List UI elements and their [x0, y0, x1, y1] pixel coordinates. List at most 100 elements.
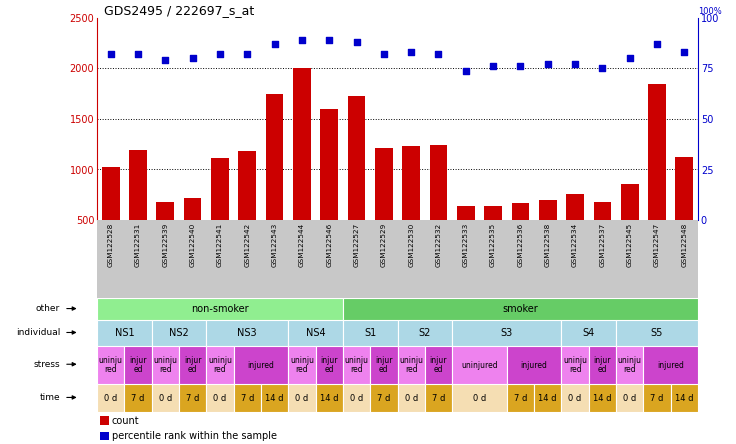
- Text: 0 d: 0 d: [350, 393, 363, 403]
- Bar: [316, 384, 343, 412]
- Text: GSM122541: GSM122541: [217, 222, 223, 266]
- Text: GSM122542: GSM122542: [244, 222, 250, 266]
- Bar: [484, 206, 502, 220]
- Bar: [457, 206, 475, 220]
- Bar: [566, 194, 584, 220]
- Text: non-smoker: non-smoker: [191, 304, 249, 314]
- Point: [679, 49, 690, 56]
- Text: S5: S5: [651, 328, 663, 338]
- Point: [269, 41, 280, 48]
- Point: [350, 39, 362, 46]
- Text: uninju
red: uninju red: [290, 357, 314, 374]
- Bar: [425, 384, 452, 412]
- Bar: [102, 167, 119, 220]
- Text: 100%: 100%: [698, 7, 722, 16]
- Text: injur
ed: injur ed: [184, 357, 202, 374]
- Bar: [643, 384, 670, 412]
- Text: GSM122543: GSM122543: [272, 222, 277, 266]
- Bar: [643, 346, 698, 384]
- Text: 14 d: 14 d: [265, 393, 284, 403]
- Text: 0 d: 0 d: [213, 393, 227, 403]
- Bar: [316, 346, 343, 384]
- Text: GSM122532: GSM122532: [436, 222, 442, 266]
- Bar: [375, 148, 393, 220]
- Bar: [648, 83, 666, 220]
- Text: NS1: NS1: [115, 328, 134, 338]
- Text: NS3: NS3: [238, 328, 257, 338]
- Point: [214, 51, 226, 58]
- Text: uninju
red: uninju red: [153, 357, 177, 374]
- Bar: [589, 384, 616, 412]
- Text: GSM122547: GSM122547: [654, 222, 660, 266]
- Text: GSM122548: GSM122548: [682, 222, 687, 266]
- Text: injur
ed: injur ed: [430, 357, 447, 374]
- Bar: [621, 184, 639, 220]
- Text: GSM122540: GSM122540: [190, 222, 196, 266]
- Text: GSM122527: GSM122527: [353, 222, 359, 266]
- Text: 0 d: 0 d: [405, 393, 418, 403]
- Text: GSM122539: GSM122539: [163, 222, 169, 266]
- Text: GSM122538: GSM122538: [545, 222, 551, 266]
- Bar: [124, 346, 152, 384]
- Bar: [152, 384, 179, 412]
- Point: [406, 49, 417, 56]
- Text: uninju
red: uninju red: [99, 357, 123, 374]
- Point: [460, 67, 472, 74]
- Bar: [206, 384, 233, 412]
- Text: 14 d: 14 d: [320, 393, 339, 403]
- Text: GSM122529: GSM122529: [381, 222, 387, 266]
- Bar: [616, 346, 643, 384]
- Bar: [676, 157, 693, 220]
- Text: uninju
red: uninju red: [208, 357, 232, 374]
- Bar: [157, 202, 174, 220]
- Bar: [206, 346, 233, 384]
- Bar: [562, 346, 589, 384]
- Bar: [97, 346, 124, 384]
- Bar: [97, 384, 124, 412]
- Point: [187, 55, 199, 62]
- Text: uninjured: uninjured: [461, 361, 498, 369]
- Text: injur
ed: injur ed: [130, 357, 146, 374]
- Bar: [206, 320, 289, 346]
- Point: [542, 61, 553, 68]
- Bar: [129, 151, 147, 220]
- Text: injured: injured: [657, 361, 684, 369]
- Point: [569, 61, 581, 68]
- Bar: [370, 384, 397, 412]
- Bar: [238, 151, 256, 220]
- Text: 0 d: 0 d: [473, 393, 486, 403]
- Point: [105, 51, 116, 58]
- Bar: [152, 320, 206, 346]
- Text: injured: injured: [520, 361, 548, 369]
- Text: 14 d: 14 d: [593, 393, 612, 403]
- Point: [624, 55, 636, 62]
- Text: S2: S2: [419, 328, 431, 338]
- Point: [596, 65, 608, 72]
- Text: 0 d: 0 d: [568, 393, 581, 403]
- Bar: [152, 346, 179, 384]
- Text: injured: injured: [247, 361, 275, 369]
- Text: GSM122535: GSM122535: [490, 222, 496, 266]
- Point: [487, 63, 499, 70]
- Bar: [452, 320, 562, 346]
- Text: 0 d: 0 d: [295, 393, 308, 403]
- Text: 7 d: 7 d: [377, 393, 391, 403]
- Bar: [211, 159, 229, 220]
- Bar: [616, 320, 698, 346]
- Text: injur
ed: injur ed: [320, 357, 338, 374]
- Bar: [233, 384, 261, 412]
- Bar: [266, 94, 283, 220]
- Text: 0 d: 0 d: [623, 393, 637, 403]
- Bar: [507, 346, 562, 384]
- Bar: [293, 68, 311, 220]
- Point: [241, 51, 253, 58]
- Text: S3: S3: [500, 328, 513, 338]
- Bar: [97, 320, 152, 346]
- Point: [378, 51, 390, 58]
- Text: S4: S4: [583, 328, 595, 338]
- Bar: [343, 298, 698, 320]
- Bar: [507, 384, 534, 412]
- Bar: [179, 384, 206, 412]
- Text: 7 d: 7 d: [186, 393, 199, 403]
- Point: [433, 51, 445, 58]
